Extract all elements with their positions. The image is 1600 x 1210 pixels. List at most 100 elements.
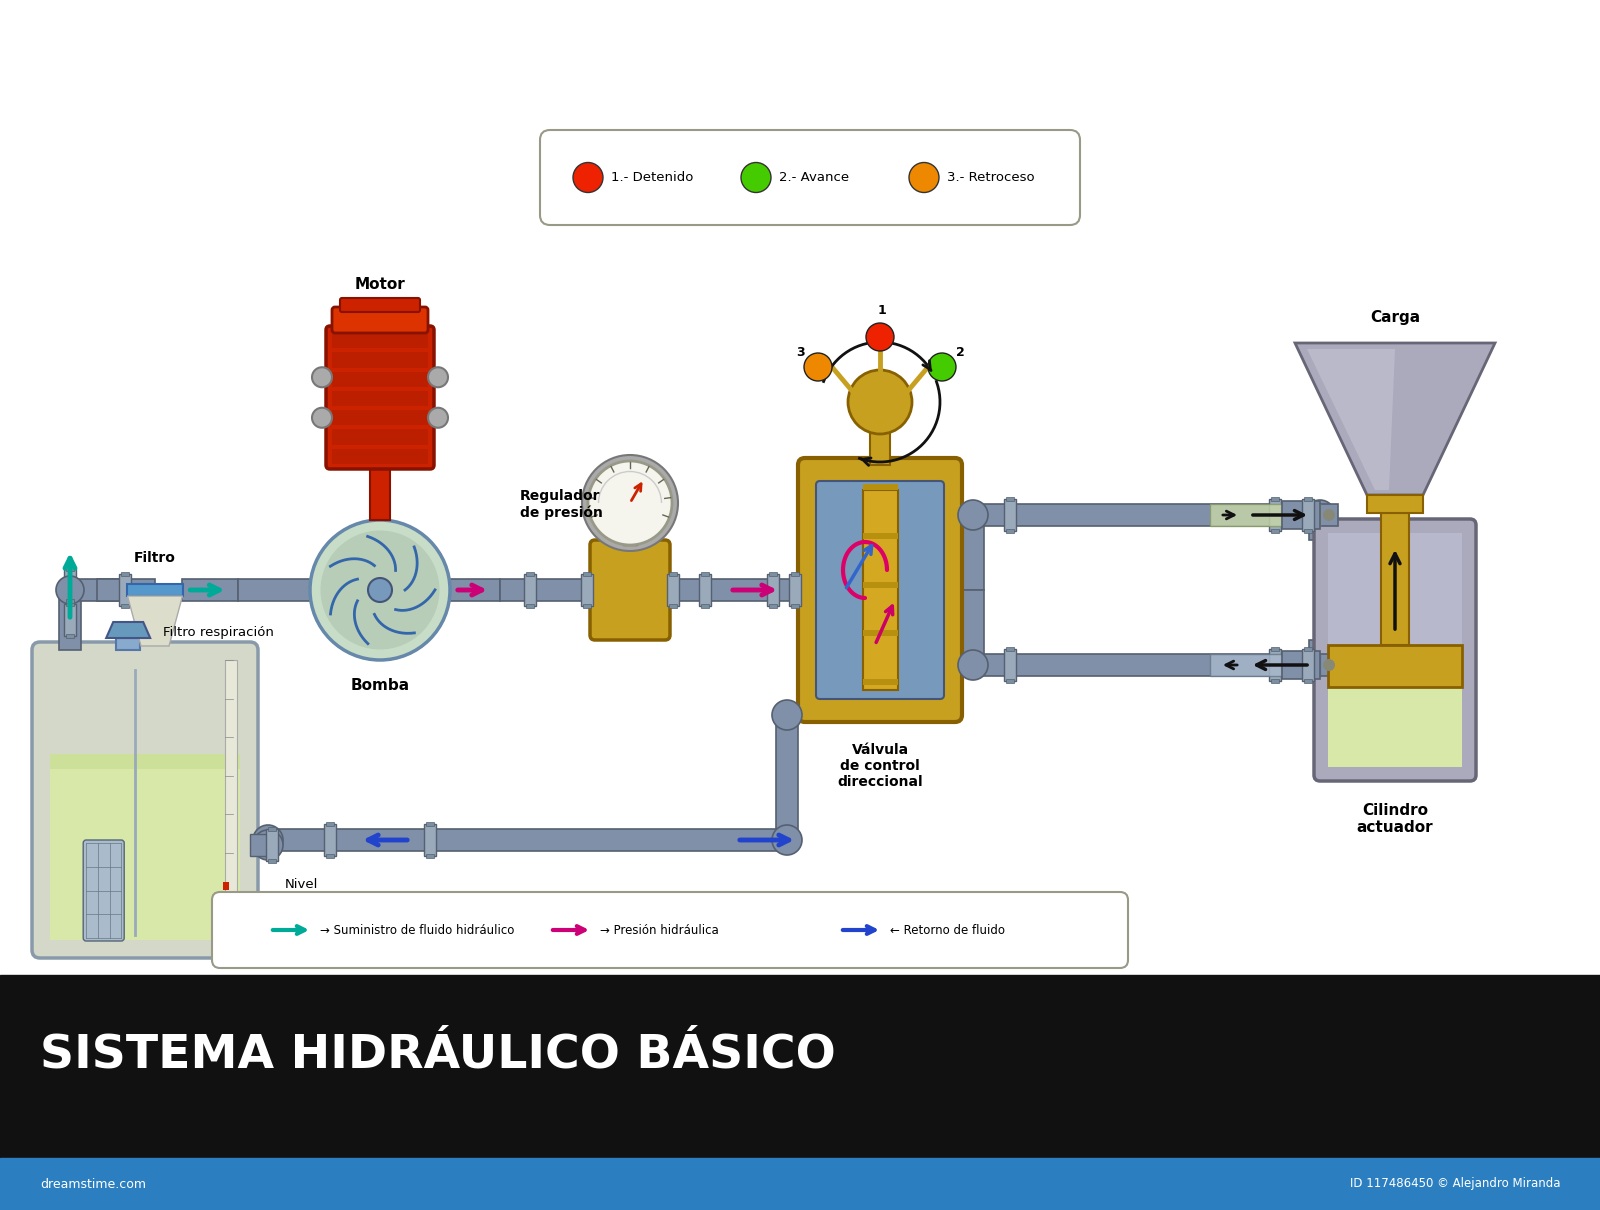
Bar <box>333 333 427 348</box>
Bar <box>1381 513 1410 645</box>
Bar <box>258 840 278 845</box>
Bar <box>862 679 898 685</box>
Bar <box>1320 505 1338 526</box>
Bar <box>269 826 277 831</box>
Bar <box>262 829 787 851</box>
Bar <box>862 490 898 690</box>
Bar <box>622 503 637 544</box>
Bar <box>333 391 427 407</box>
Circle shape <box>741 162 771 192</box>
Circle shape <box>320 530 440 650</box>
Circle shape <box>589 461 672 544</box>
Bar <box>962 590 984 666</box>
Text: SISTEMA HIDRÁULICO BÁSICO: SISTEMA HIDRÁULICO BÁSICO <box>40 1032 835 1077</box>
Bar <box>1282 651 1320 679</box>
Bar <box>1309 515 1331 540</box>
Circle shape <box>429 408 448 428</box>
Text: 1: 1 <box>878 304 886 317</box>
Circle shape <box>1306 500 1334 530</box>
FancyBboxPatch shape <box>541 129 1080 225</box>
Text: 1.- Detenido: 1.- Detenido <box>611 171 693 184</box>
Bar <box>424 824 435 855</box>
FancyBboxPatch shape <box>1314 519 1475 780</box>
Bar <box>1270 679 1278 682</box>
Bar <box>770 604 778 607</box>
Bar <box>122 572 130 576</box>
Text: Filtro: Filtro <box>134 551 176 565</box>
Text: 2: 2 <box>955 346 965 359</box>
Bar <box>182 580 237 601</box>
Text: Depósito: Depósito <box>110 980 179 996</box>
Bar <box>1304 529 1312 532</box>
FancyBboxPatch shape <box>339 298 419 312</box>
Bar <box>669 572 677 576</box>
Bar <box>973 505 1320 526</box>
Bar <box>666 580 797 601</box>
FancyBboxPatch shape <box>816 482 944 699</box>
Bar <box>66 603 74 606</box>
Text: → Presión hidráulica: → Presión hidráulica <box>600 923 718 937</box>
Bar <box>862 532 898 538</box>
Text: Nivel: Nivel <box>285 878 318 892</box>
Circle shape <box>909 162 939 192</box>
Circle shape <box>1323 659 1334 672</box>
Text: → Suministro de fluido hidráulico: → Suministro de fluido hidráulico <box>320 923 514 937</box>
Text: ID 117486450 © Alejandro Miranda: ID 117486450 © Alejandro Miranda <box>1349 1177 1560 1191</box>
Bar <box>98 580 128 601</box>
Bar <box>526 572 534 576</box>
Bar <box>66 634 74 638</box>
Bar <box>1006 647 1014 651</box>
Bar <box>66 599 74 603</box>
Bar <box>250 834 275 855</box>
Bar <box>582 604 590 607</box>
Bar <box>582 572 590 576</box>
Bar <box>117 638 141 650</box>
Text: Cilindro
actuador: Cilindro actuador <box>1357 803 1434 835</box>
Bar <box>1210 505 1320 526</box>
Text: 2.- Avance: 2.- Avance <box>779 171 850 184</box>
Bar <box>962 515 984 590</box>
Bar <box>50 754 240 770</box>
Circle shape <box>866 323 894 351</box>
Bar <box>1304 497 1312 501</box>
Bar <box>699 574 710 606</box>
Bar <box>1270 497 1278 501</box>
Text: 3: 3 <box>795 346 805 359</box>
Bar <box>1005 499 1016 531</box>
Bar <box>1006 497 1014 501</box>
Bar <box>862 484 898 490</box>
Bar <box>526 604 534 607</box>
Bar <box>122 604 130 607</box>
Bar <box>1270 647 1278 651</box>
Bar <box>64 604 77 636</box>
Polygon shape <box>1307 348 1395 490</box>
Circle shape <box>56 576 83 604</box>
Circle shape <box>773 701 802 730</box>
FancyBboxPatch shape <box>32 643 258 958</box>
Bar <box>333 410 427 426</box>
Circle shape <box>773 825 802 855</box>
Circle shape <box>958 500 989 530</box>
Bar <box>776 715 798 840</box>
Bar <box>370 465 390 520</box>
Bar <box>973 653 1320 676</box>
Bar <box>1328 645 1462 687</box>
Bar <box>870 430 890 465</box>
Bar <box>862 630 898 636</box>
Bar <box>1006 529 1014 532</box>
Bar <box>1304 647 1312 651</box>
Bar <box>1320 653 1338 676</box>
Circle shape <box>848 370 912 434</box>
Bar <box>701 572 709 576</box>
Bar <box>701 604 709 607</box>
Circle shape <box>253 825 283 855</box>
Text: 3.- Retroceso: 3.- Retroceso <box>947 171 1035 184</box>
Text: Bomba: Bomba <box>350 678 410 693</box>
Bar <box>323 824 336 855</box>
Bar <box>326 854 334 858</box>
Bar <box>1366 495 1422 513</box>
Bar <box>862 582 898 588</box>
Circle shape <box>958 650 989 680</box>
Bar <box>1302 649 1314 681</box>
FancyBboxPatch shape <box>798 459 962 722</box>
